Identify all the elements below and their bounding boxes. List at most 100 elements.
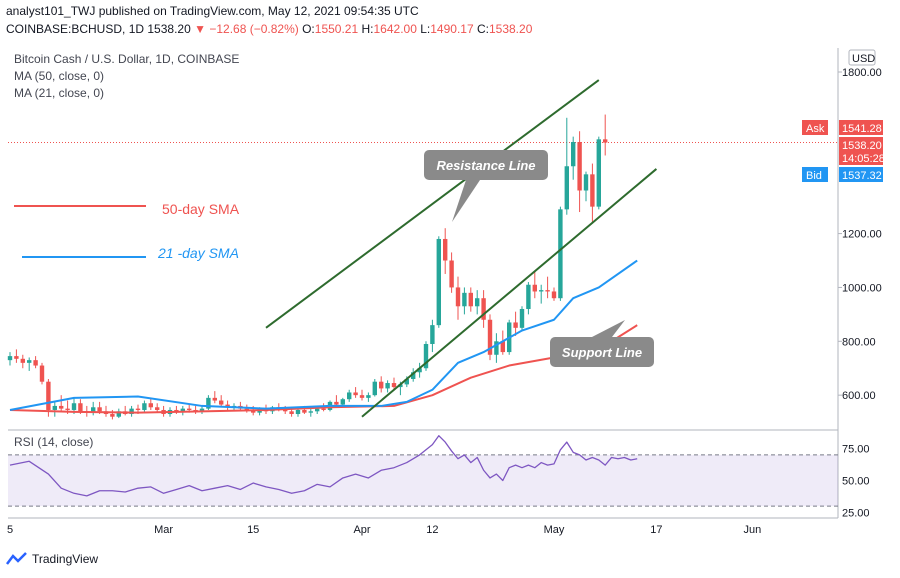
candle[interactable] — [551, 287, 557, 301]
candle[interactable] — [33, 356, 38, 369]
candle[interactable] — [372, 379, 377, 397]
candle[interactable] — [391, 377, 397, 390]
candle[interactable] — [295, 408, 301, 417]
candle-body — [487, 319, 493, 355]
ma21-line[interactable] — [9, 259, 638, 411]
candle[interactable] — [14, 349, 19, 363]
candle[interactable] — [417, 362, 422, 378]
candle[interactable] — [52, 401, 57, 417]
candle-body — [519, 308, 525, 328]
candle[interactable] — [590, 163, 595, 223]
candle[interactable] — [571, 136, 576, 180]
legend-ma21[interactable]: MA (21, close, 0) — [14, 86, 105, 100]
candle[interactable] — [27, 357, 32, 371]
candle[interactable] — [436, 236, 441, 328]
candle[interactable] — [7, 352, 13, 366]
currency-badge[interactable] — [848, 49, 876, 66]
candle[interactable] — [545, 276, 550, 299]
candle-body — [174, 409, 179, 412]
candle[interactable] — [91, 401, 96, 416]
candle-body — [20, 358, 25, 363]
support-trendline[interactable] — [361, 168, 658, 418]
candle[interactable] — [500, 330, 505, 355]
candle[interactable] — [558, 206, 563, 301]
ma50-line[interactable] — [9, 324, 638, 414]
candle-body — [423, 343, 429, 369]
price-tick-label: 600.00 — [842, 390, 876, 402]
candle[interactable] — [462, 287, 467, 315]
rsi-legend-label: RSI (14, close) — [14, 435, 93, 449]
candle[interactable] — [199, 405, 205, 415]
candle[interactable] — [596, 136, 601, 210]
candle[interactable] — [423, 341, 429, 371]
candle-body — [372, 381, 377, 396]
candle[interactable] — [443, 228, 448, 274]
candle[interactable] — [59, 395, 64, 412]
tradingview-logo-icon — [6, 552, 27, 565]
rsi-line[interactable] — [9, 435, 638, 497]
time-tick-label: Jun — [744, 524, 762, 536]
candle[interactable] — [526, 282, 531, 315]
candle[interactable] — [347, 389, 352, 402]
candle[interactable] — [487, 314, 493, 361]
candle[interactable] — [366, 392, 371, 402]
candle[interactable] — [123, 405, 128, 416]
candle[interactable] — [225, 400, 230, 410]
candle[interactable] — [129, 405, 134, 417]
candle[interactable] — [359, 389, 365, 401]
candle[interactable] — [468, 287, 473, 312]
candle[interactable] — [155, 403, 160, 413]
candle[interactable] — [603, 114, 608, 156]
price-tick-label: 1800.00 — [842, 67, 882, 79]
candle-body — [135, 408, 141, 410]
candle[interactable] — [411, 368, 416, 382]
rsi-tick-label: 50.00 — [842, 476, 870, 488]
candle[interactable] — [539, 284, 544, 304]
candle[interactable] — [449, 252, 454, 293]
resistance-callout[interactable] — [424, 150, 548, 180]
candle[interactable] — [430, 319, 435, 353]
candle[interactable] — [219, 395, 224, 408]
price-tick-label: 800.00 — [842, 336, 876, 348]
candle[interactable] — [513, 311, 518, 336]
candle[interactable] — [577, 131, 582, 213]
candle[interactable] — [20, 354, 25, 369]
symbol-label[interactable]: COINBASE:BCHUSD, 1D — [6, 22, 145, 36]
candle-body — [494, 341, 499, 355]
candle[interactable] — [212, 391, 217, 404]
candle-body — [462, 292, 467, 307]
candle-body — [513, 322, 518, 328]
candle-body — [71, 403, 77, 410]
candle[interactable] — [39, 362, 45, 385]
candle[interactable] — [193, 405, 198, 415]
candle-body — [315, 408, 320, 412]
candle[interactable] — [148, 397, 153, 410]
candle[interactable] — [564, 117, 569, 215]
candle-body — [308, 411, 313, 413]
candle[interactable] — [308, 408, 313, 417]
candle[interactable] — [583, 171, 589, 202]
candle[interactable] — [519, 306, 525, 331]
candle[interactable] — [481, 290, 486, 328]
candle[interactable] — [180, 405, 185, 416]
candle[interactable] — [475, 290, 480, 315]
resistance-trendline[interactable] — [265, 79, 600, 329]
candle-body — [411, 372, 416, 380]
candle-body — [142, 403, 147, 410]
candle[interactable] — [494, 333, 499, 363]
rsi-tick-label: 75.00 — [842, 444, 870, 456]
candle-body — [116, 411, 121, 417]
candle[interactable] — [142, 400, 147, 413]
support-callout[interactable] — [550, 337, 654, 367]
candle[interactable] — [385, 380, 390, 393]
candle[interactable] — [353, 387, 358, 398]
candle[interactable] — [379, 376, 384, 393]
candle[interactable] — [206, 395, 211, 410]
candle-body — [391, 383, 397, 388]
candle[interactable] — [455, 276, 461, 320]
ask-price-badge — [839, 120, 883, 135]
legend-ma50[interactable]: MA (50, close, 0) — [14, 69, 105, 83]
candle[interactable] — [532, 271, 537, 299]
last-price-label: 1538.20 — [842, 140, 882, 152]
